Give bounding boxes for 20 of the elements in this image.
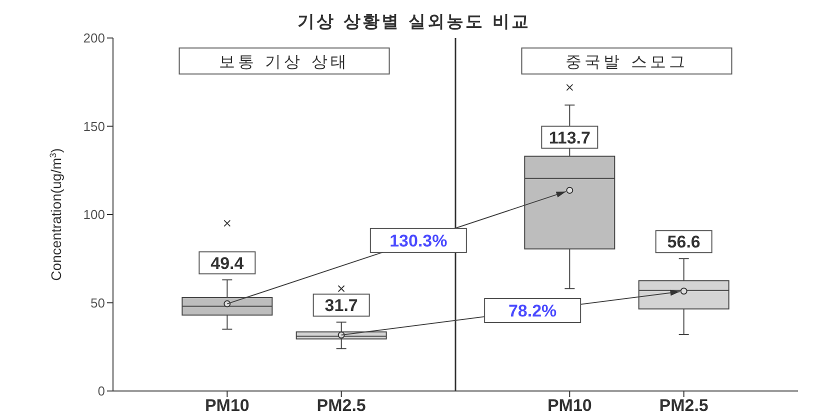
text: 56.6 — [667, 232, 700, 252]
annotation: 130.3% — [390, 231, 448, 250]
x-tick-label: PM10 — [204, 396, 250, 416]
annotation: 보통 기상 상태 — [219, 52, 350, 71]
x-tick-label: PM2.5 — [316, 396, 366, 416]
y-tick-label: 200 — [83, 30, 105, 46]
y-tick-label: 50 — [90, 295, 105, 310]
y-tick-label: 100 — [83, 207, 105, 222]
annotation: 중국발 스모그 — [566, 52, 688, 71]
text: 113.7 — [548, 128, 590, 148]
y-tick-label: 150 — [83, 118, 105, 134]
y-tick-label: 0 — [98, 384, 105, 399]
text: 31.7 — [324, 296, 358, 316]
panel-label: 보통 기상 상태 — [178, 48, 390, 74]
annotation: 78.2% — [508, 302, 557, 321]
text: 49.4 — [210, 254, 244, 273]
x-tick-label: PM10 — [547, 396, 592, 416]
chart-title: 기상 상황별 실외농도 비교 — [296, 11, 532, 32]
x-tick-label: PM2.5 — [659, 396, 708, 416]
panel-label: 중국발 스모그 — [521, 48, 732, 74]
